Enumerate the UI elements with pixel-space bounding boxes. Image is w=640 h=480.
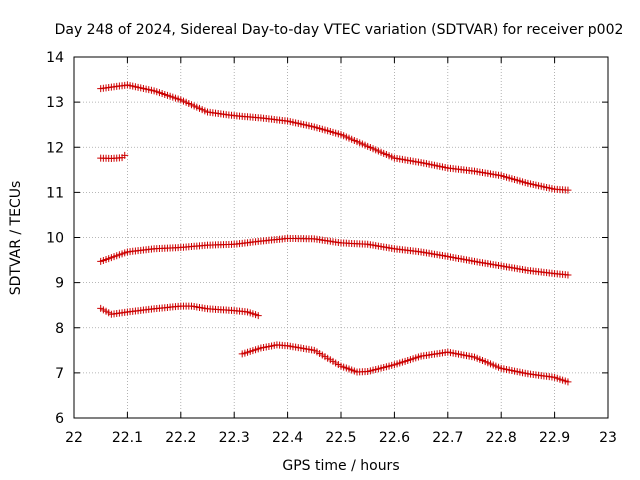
y-tick-labels: 6 7 8 9 10 11 12 13 14 — [46, 50, 64, 427]
x-tick-label: 22.8 — [486, 430, 517, 446]
x-tick-label: 22.4 — [272, 430, 303, 446]
x-tick-labels: 22 22.1 22.2 22.3 22.4 22.5 22.6 22.7 22.8 22.9 23 — [65, 430, 617, 446]
data-points — [97, 81, 572, 386]
x-tick-label: 22.6 — [379, 430, 410, 446]
y-tick-label: 10 — [46, 231, 64, 247]
y-tick-label: 13 — [46, 95, 64, 111]
y-tick-label: 11 — [46, 185, 64, 201]
series-track-4 — [97, 302, 262, 320]
y-tick-label: 12 — [46, 140, 64, 156]
series-track-1 — [97, 81, 572, 194]
data-point-marker — [564, 271, 572, 279]
y-axis-label: SDTVAR / TECUs — [8, 181, 24, 296]
y-tick-label: 9 — [55, 276, 64, 292]
axis-ticks — [73, 56, 609, 419]
series-track-2 — [97, 151, 129, 163]
data-point-marker — [564, 186, 572, 194]
x-tick-label: 22.3 — [219, 430, 250, 446]
x-tick-label: 22.1 — [112, 430, 143, 446]
series-track-3 — [97, 234, 572, 279]
chart-title: Day 248 of 2024, Sidereal Day-to-day VTE… — [55, 22, 624, 38]
y-tick-label: 14 — [46, 50, 64, 66]
x-axis-label: GPS time / hours — [282, 458, 399, 474]
grid-lines — [74, 57, 608, 418]
x-tick-label: 22.5 — [325, 430, 356, 446]
y-tick-label: 8 — [55, 321, 64, 337]
data-point-marker — [564, 378, 572, 386]
data-point-marker — [254, 312, 262, 320]
data-point-marker — [121, 151, 129, 159]
x-tick-label: 23 — [599, 430, 617, 446]
y-tick-label: 6 — [55, 411, 64, 427]
x-tick-label: 22.9 — [539, 430, 570, 446]
y-tick-label: 7 — [55, 366, 64, 382]
x-tick-label: 22 — [65, 430, 83, 446]
x-tick-label: 22.7 — [432, 430, 463, 446]
x-tick-label: 22.2 — [165, 430, 196, 446]
series-track-5 — [238, 341, 572, 386]
